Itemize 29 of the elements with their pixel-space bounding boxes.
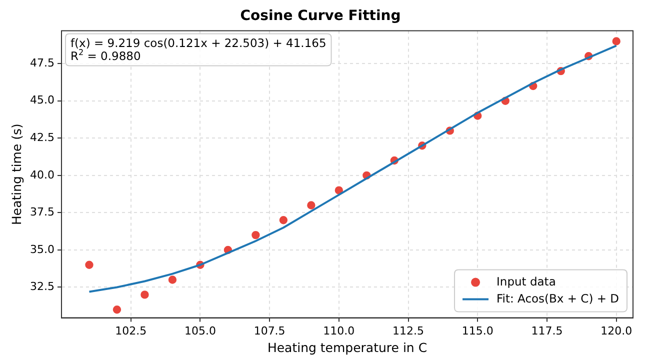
point: [306, 200, 316, 210]
x-tick-label: 107.5: [254, 324, 286, 338]
x-tick-label: 120.0: [600, 324, 632, 338]
annotation: f(x) = 9.219 cos(0.121x + 22.503) + 41.165: [70, 36, 326, 50]
point: [140, 290, 150, 300]
point: [84, 260, 94, 270]
y-tick-label: 47.5: [30, 56, 54, 70]
x-axis-title: Heating temperature in C: [267, 340, 428, 355]
y-tick-label: 40.0: [30, 168, 54, 182]
y-tick-label: 35.0: [30, 242, 54, 256]
legend-label: Fit: Acos(Bx + C) + D: [496, 291, 620, 306]
x-tick-label: 105.0: [184, 324, 216, 338]
y-tick-label: 32.5: [30, 280, 54, 294]
point: [250, 230, 261, 240]
x-tick-label: 110.0: [323, 324, 355, 338]
point: [278, 215, 288, 226]
y-tick-label: 45.0: [30, 94, 54, 107]
y-tick-label: 42.5: [30, 131, 54, 144]
chart-title: Cosine Curve Fitting: [240, 8, 401, 24]
legend-label: Input data: [496, 274, 556, 288]
y-tick-label: 37.5: [30, 206, 54, 219]
x-tick-label: 115.0: [462, 324, 494, 338]
point: [168, 274, 178, 285]
y-axis-title: Heating time (s): [8, 124, 24, 226]
x-tick-label: 117.5: [531, 324, 563, 338]
point: [112, 304, 122, 314]
point: [611, 36, 622, 46]
x-tick-label: 112.5: [392, 324, 424, 338]
x-tick-label: 102.5: [115, 324, 147, 338]
